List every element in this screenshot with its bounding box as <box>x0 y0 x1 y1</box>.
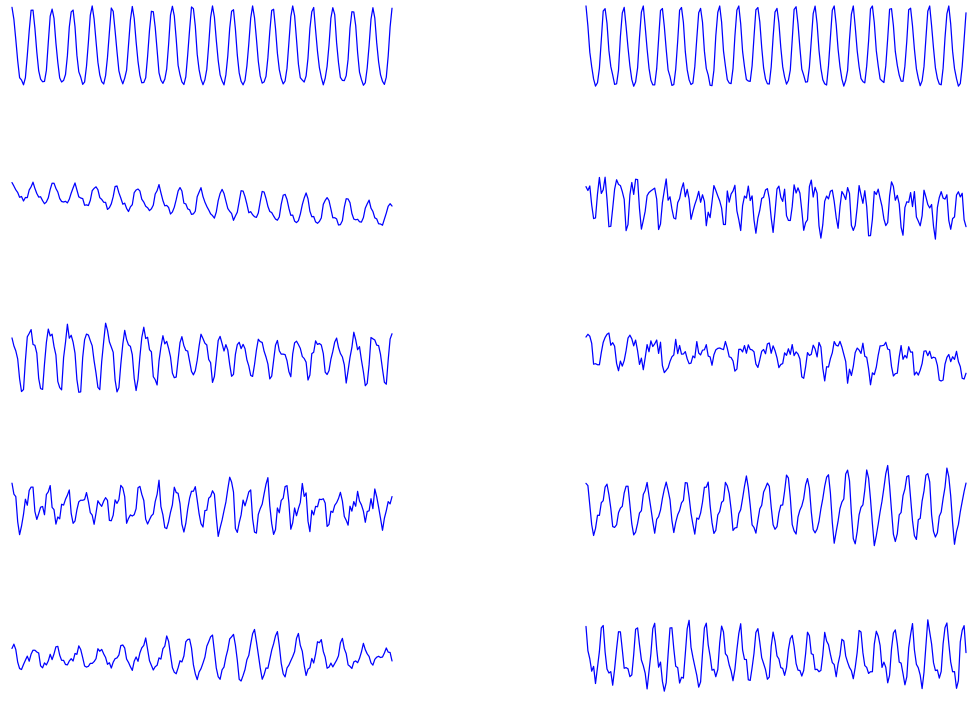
signal-trace-3 <box>11 322 393 393</box>
signal-trace-2 <box>11 181 393 226</box>
signal-trace-4 <box>11 476 393 538</box>
signal-trace-5 <box>11 628 393 682</box>
signal-trace-10 <box>585 619 967 692</box>
signal-trace-8 <box>585 332 967 386</box>
signal-trace-7 <box>585 176 967 240</box>
signal-trace-6 <box>585 5 967 87</box>
signal-trace-1 <box>11 5 393 86</box>
signal-trace-9 <box>585 464 967 547</box>
